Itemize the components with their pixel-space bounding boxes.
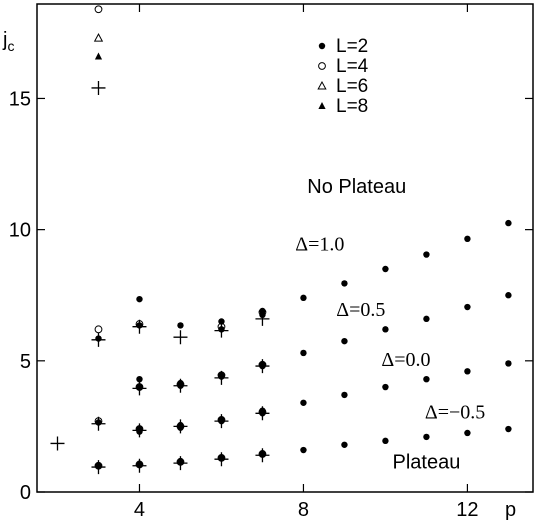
data-point-plus [91, 416, 106, 431]
y-tick-label: 0 [20, 482, 31, 504]
data-point-plus [255, 406, 270, 421]
legend-marker-filled-triangle [318, 102, 326, 109]
legend-label: L=8 [336, 96, 368, 117]
data-point-filled-circle [464, 429, 471, 437]
data-point-plus [173, 419, 188, 434]
data-point-plus [173, 456, 188, 471]
data-point-filled-circle [300, 349, 307, 357]
data-point-filled-circle [464, 235, 471, 243]
data-point-filled-circle [341, 337, 348, 345]
data-point-filled-circle [218, 318, 225, 325]
data-point-filled-circle [505, 219, 512, 227]
data-point-filled-circle [382, 437, 389, 445]
annotation: No Plateau [307, 176, 406, 198]
y-tick-label: 10 [9, 220, 31, 242]
data-point-filled-circle [505, 292, 512, 299]
data-point-filled-circle [136, 295, 143, 303]
data-point-plus [91, 460, 106, 475]
y-axis-label-subscript: c [7, 38, 14, 54]
legend-marker-open-circle [318, 62, 326, 70]
data-point-plus [255, 359, 270, 374]
data-point-plus [214, 452, 229, 467]
x-axis-label: p [505, 499, 516, 521]
legend: L=2L=4L=6L=8 [317, 36, 369, 117]
data-point-filled-circle [423, 433, 430, 441]
y-tick-label: 5 [20, 351, 31, 373]
x-tick-label: 12 [456, 499, 478, 521]
plot-frame [36, 3, 534, 493]
data-point-filled-circle [136, 375, 143, 383]
y-tick-label: 15 [9, 88, 31, 110]
data-point-plus [255, 448, 270, 463]
data-point-filled-circle [382, 265, 389, 273]
data-point-open-circle [94, 325, 103, 334]
data-point-filled-circle [177, 322, 184, 329]
legend-label: L=4 [336, 56, 369, 77]
annotation: Plateau [392, 451, 460, 473]
data-point-plus [173, 378, 188, 393]
data-point-plus [214, 370, 229, 385]
data-point-plus [214, 414, 229, 429]
data-point-plus [173, 330, 188, 345]
data-point-filled-circle [464, 368, 471, 375]
data-points [50, 5, 512, 475]
data-point-open-triangle [93, 33, 104, 42]
data-point-filled-circle [505, 425, 512, 433]
data-point-filled-circle [300, 399, 307, 406]
data-point-filled-circle [341, 391, 348, 399]
data-point-filled-circle [464, 303, 471, 311]
legend-label: L=6 [336, 76, 368, 97]
data-point-plus [132, 423, 147, 438]
data-point-open-circle [94, 5, 103, 14]
data-point-filled-circle [423, 251, 430, 258]
data-point-plus [255, 311, 270, 326]
y-axis-label: jc [2, 29, 14, 54]
data-point-plus [132, 319, 147, 334]
data-point-plus [214, 323, 229, 338]
data-point-filled-circle [423, 375, 430, 383]
annotation: Δ=−0.5 [425, 402, 485, 424]
data-point-plus [91, 80, 106, 95]
legend-marker-open-triangle [317, 80, 327, 90]
ticks: 4 8 12 0 5 10 15 jc p [2, 4, 533, 521]
axes [36, 3, 534, 493]
data-point-filled-circle [382, 383, 389, 391]
annotations: No Plateau Δ=1.0 Δ=0.5 Δ=0.0 Δ=−0.5 Plateau [295, 176, 485, 473]
data-point-filled-circle [300, 294, 307, 302]
data-point-filled-circle [382, 326, 389, 333]
x-tick-label: 4 [134, 499, 145, 521]
data-point-plus [132, 458, 147, 473]
data-point-plus [50, 436, 65, 451]
legend-label: L=2 [336, 36, 368, 57]
x-tick-label: 8 [298, 499, 309, 521]
data-point-filled-circle [505, 360, 512, 367]
data-point-plus [132, 381, 147, 396]
annotation: Δ=0.0 [381, 349, 430, 371]
data-point-filled-circle [300, 446, 307, 454]
annotation: Δ=0.5 [336, 299, 385, 321]
data-point-filled-circle [423, 315, 430, 323]
data-point-filled-circle [341, 441, 348, 448]
data-point-plus [91, 332, 106, 347]
annotation: Δ=1.0 [295, 234, 344, 256]
data-point-filled-triangle [94, 52, 103, 60]
data-point-filled-circle [341, 280, 348, 287]
legend-marker-filled-circle [318, 42, 326, 50]
